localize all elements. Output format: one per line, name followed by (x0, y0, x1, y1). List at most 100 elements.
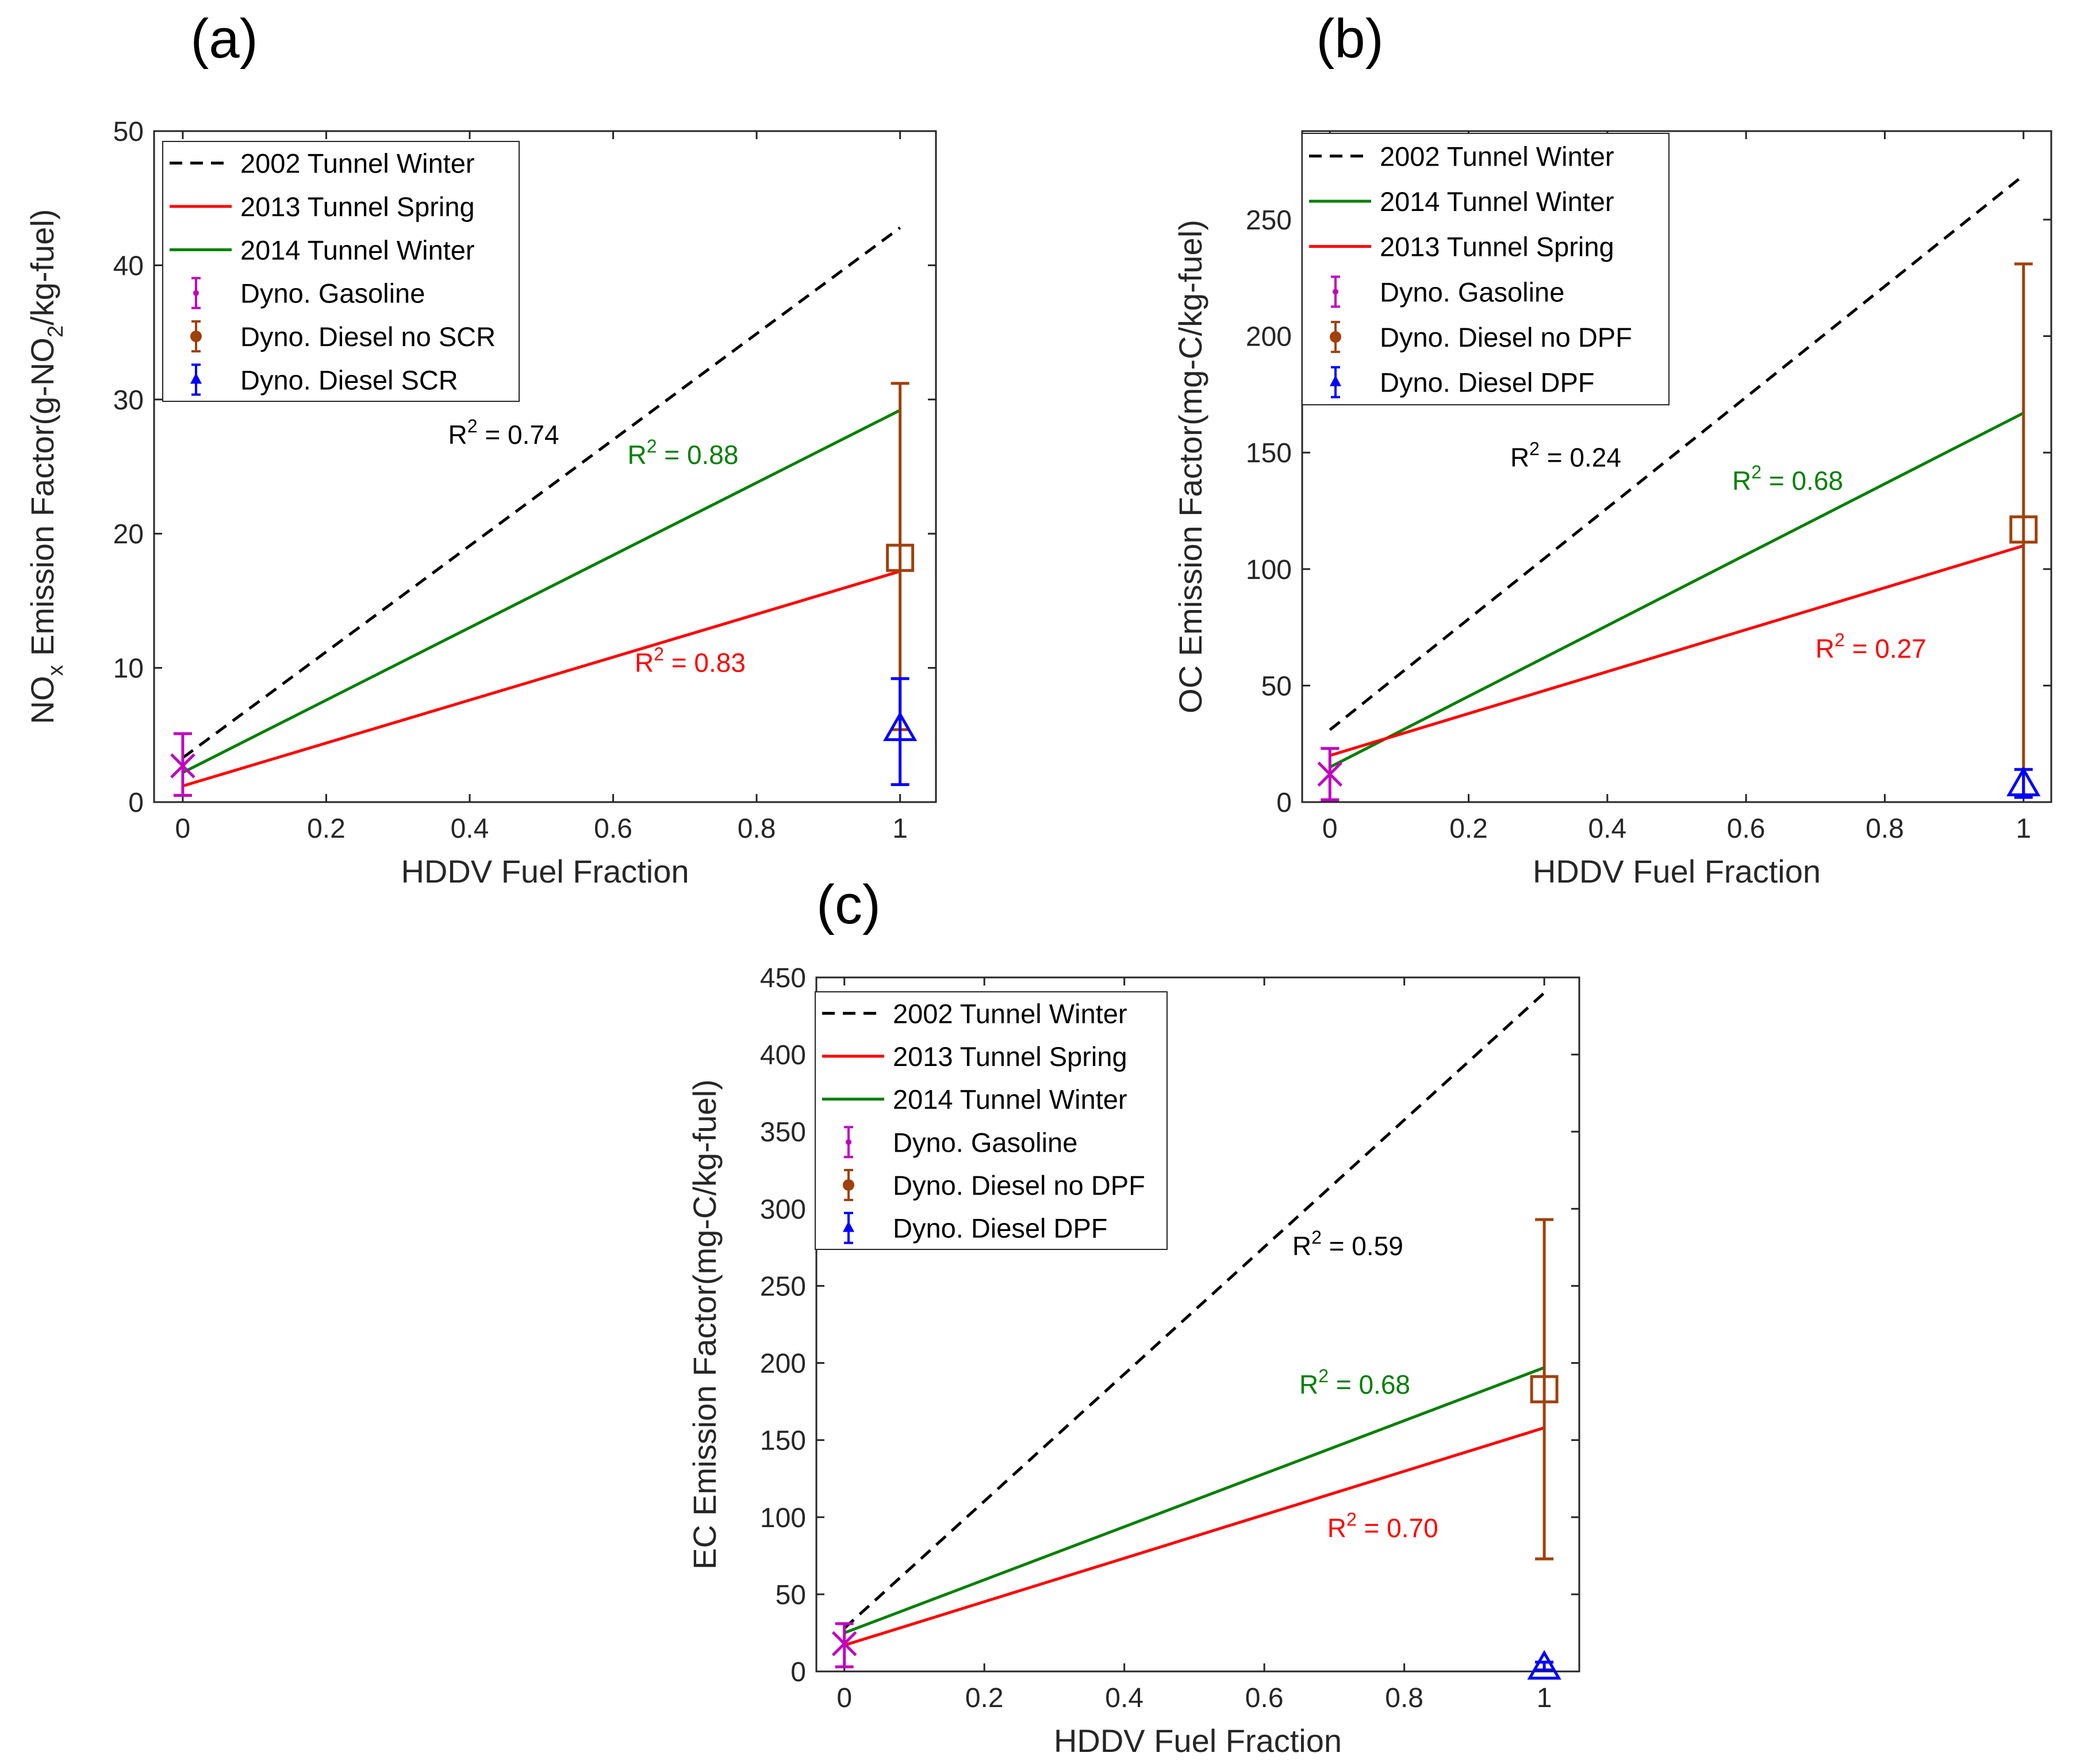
legend: 2002 Tunnel Winter 2013 Tunnel Spring 2014… (162, 141, 520, 402)
y-tick-label: 250 (760, 1271, 806, 1302)
legend-entry-label: Dyno. Diesel no DPF (1380, 322, 1632, 352)
data-point-marker (2006, 766, 2041, 796)
y-axis-label: EC Emission Factor(mg-C/kg-fuel) (686, 1079, 723, 1570)
legend-marker-swatch (846, 1139, 851, 1145)
series-line (182, 570, 901, 788)
y-tick-label: 50 (776, 1580, 806, 1610)
series-line (843, 1366, 1545, 1635)
legend-entry-label: Dyno. Gasoline (1380, 277, 1564, 307)
x-tick-label: 0.2 (965, 1683, 1004, 1713)
x-tick-label: 0.6 (1727, 814, 1766, 844)
legend-entry-label: 2013 Tunnel Spring (893, 1041, 1127, 1072)
r-squared-label: R (1327, 1513, 1346, 1543)
y-tick-label: 0 (790, 1657, 806, 1688)
legend-box (815, 991, 1168, 1250)
y-axis-label-text: Emission Factor(g-NO (24, 338, 60, 665)
r-squared-value: = 0.68 (1762, 466, 1843, 496)
r-squared-label: R (1816, 634, 1835, 664)
x-tick-label: 0.6 (594, 814, 632, 844)
legend-entry-label: 2002 Tunnel Winter (240, 148, 475, 179)
x-axis-label: HDDV Fuel Fraction (1054, 1723, 1342, 1759)
legend-entry-label: 2014 Tunnel Winter (1380, 186, 1614, 217)
y-tick-label: 200 (1246, 322, 1292, 352)
r-squared-annotation: R2 = 0.68 (1732, 462, 1843, 496)
r-squared-superscript: 2 (1751, 462, 1762, 482)
series-line (843, 1426, 1545, 1647)
r-squared-annotation: R2 = 0.88 (627, 436, 738, 470)
legend-marker-swatch (193, 290, 199, 296)
r-squared-label: R (1299, 1370, 1318, 1399)
r-squared-label: R (1510, 443, 1529, 473)
r-squared-label: R (635, 648, 654, 678)
y-tick-label: 50 (1261, 671, 1292, 701)
r-squared-value: = 0.27 (1845, 634, 1927, 664)
panel-label: (c) (816, 874, 881, 935)
legend: 2002 Tunnel Winter 2013 Tunnel Spring 2014… (815, 991, 1168, 1250)
r-squared-label: R (448, 420, 467, 450)
y-axis-label-text: EC Emission Factor(mg-C/kg-fuel) (686, 1079, 723, 1570)
y-axis-label-text: /kg-fuel) (24, 209, 60, 325)
r-squared-value: = 0.68 (1329, 1370, 1410, 1399)
plot-area-frame (1301, 130, 2052, 803)
legend-box (1302, 133, 1670, 405)
y-tick-label: 150 (1246, 438, 1292, 469)
chart-panel-c: (c) 0 0.2 0.4 0.6 0.8 1 0 50 100 150 200 250 300 350 40… (686, 874, 1580, 1759)
data-point-marker (2009, 515, 2038, 544)
r-squared-annotation: R2 = 0.68 (1299, 1366, 1410, 1399)
y-tick-label: 300 (760, 1194, 806, 1225)
r-squared-superscript: 2 (647, 436, 657, 457)
y-tick-label: 150 (760, 1426, 806, 1456)
y-tick-label: 250 (1246, 205, 1292, 236)
series-line (1329, 412, 2024, 769)
r-squared-annotation: R2 = 0.59 (1292, 1227, 1403, 1261)
r-squared-label: R (1732, 466, 1751, 496)
x-tick-label: 1 (1537, 1683, 1552, 1713)
series-line (182, 409, 901, 774)
legend-entry-label: Dyno. Diesel SCR (240, 365, 458, 395)
r-squared-annotation: R2 = 0.70 (1327, 1509, 1438, 1543)
r-squared-superscript: 2 (654, 644, 664, 665)
x-tick-label: 0.4 (1105, 1683, 1143, 1713)
y-tick-label: 200 (760, 1349, 806, 1379)
data-point-marker (831, 1631, 857, 1656)
legend-marker-swatch (1330, 331, 1341, 343)
series-line (182, 227, 901, 759)
r-squared-label: R (1292, 1231, 1311, 1261)
x-tick-label: 0 (836, 1683, 852, 1713)
y-tick-label: 30 (113, 385, 144, 416)
x-tick-label: 0.8 (1866, 814, 1904, 844)
chart-panel-b: (b) 0 0.2 0.4 0.6 0.8 1 0 50 100 150 200 250 HDDV Fue… (1172, 8, 2052, 889)
data-point-marker (1527, 1650, 1561, 1680)
plot-area-frame (815, 976, 1580, 1673)
x-tick-label: 0 (1322, 814, 1338, 844)
y-tick-label: 450 (760, 963, 806, 994)
y-tick-label: 0 (1276, 788, 1292, 818)
legend-marker-swatch (190, 373, 202, 384)
r-squared-annotation: R2 = 0.24 (1510, 439, 1621, 473)
y-tick-label: 10 (113, 654, 144, 684)
x-tick-label: 0.8 (1385, 1683, 1423, 1713)
legend-entry-label: Dyno. Gasoline (240, 278, 425, 309)
r-squared-value: = 0.59 (1322, 1231, 1403, 1261)
y-tick-label: 40 (113, 251, 144, 281)
legend-marker-swatch (190, 331, 202, 342)
legend-entry-label: 2014 Tunnel Winter (893, 1084, 1127, 1115)
legend-marker-swatch (843, 1221, 854, 1232)
r-squared-superscript: 2 (1318, 1366, 1329, 1386)
data-point-marker (882, 711, 918, 741)
data-point-marker (1530, 1375, 1559, 1403)
r-squared-superscript: 2 (1346, 1509, 1357, 1530)
y-tick-label: 50 (113, 117, 144, 147)
r-squared-annotation: R2 = 0.74 (448, 416, 559, 450)
legend: 2002 Tunnel Winter 2014 Tunnel Winter 2013… (1302, 133, 1670, 405)
series-line (1329, 544, 2024, 757)
y-axis-label-subscript: x (44, 665, 68, 676)
x-tick-label: 0.2 (1449, 814, 1488, 844)
r-squared-superscript: 2 (1311, 1227, 1322, 1248)
series-line (1329, 174, 2025, 731)
x-tick-label: 0.2 (307, 814, 346, 844)
r-squared-superscript: 2 (467, 416, 478, 436)
legend-entry-label: Dyno. Gasoline (893, 1127, 1077, 1157)
data-point-marker (1317, 761, 1343, 787)
y-tick-label: 0 (128, 788, 144, 818)
